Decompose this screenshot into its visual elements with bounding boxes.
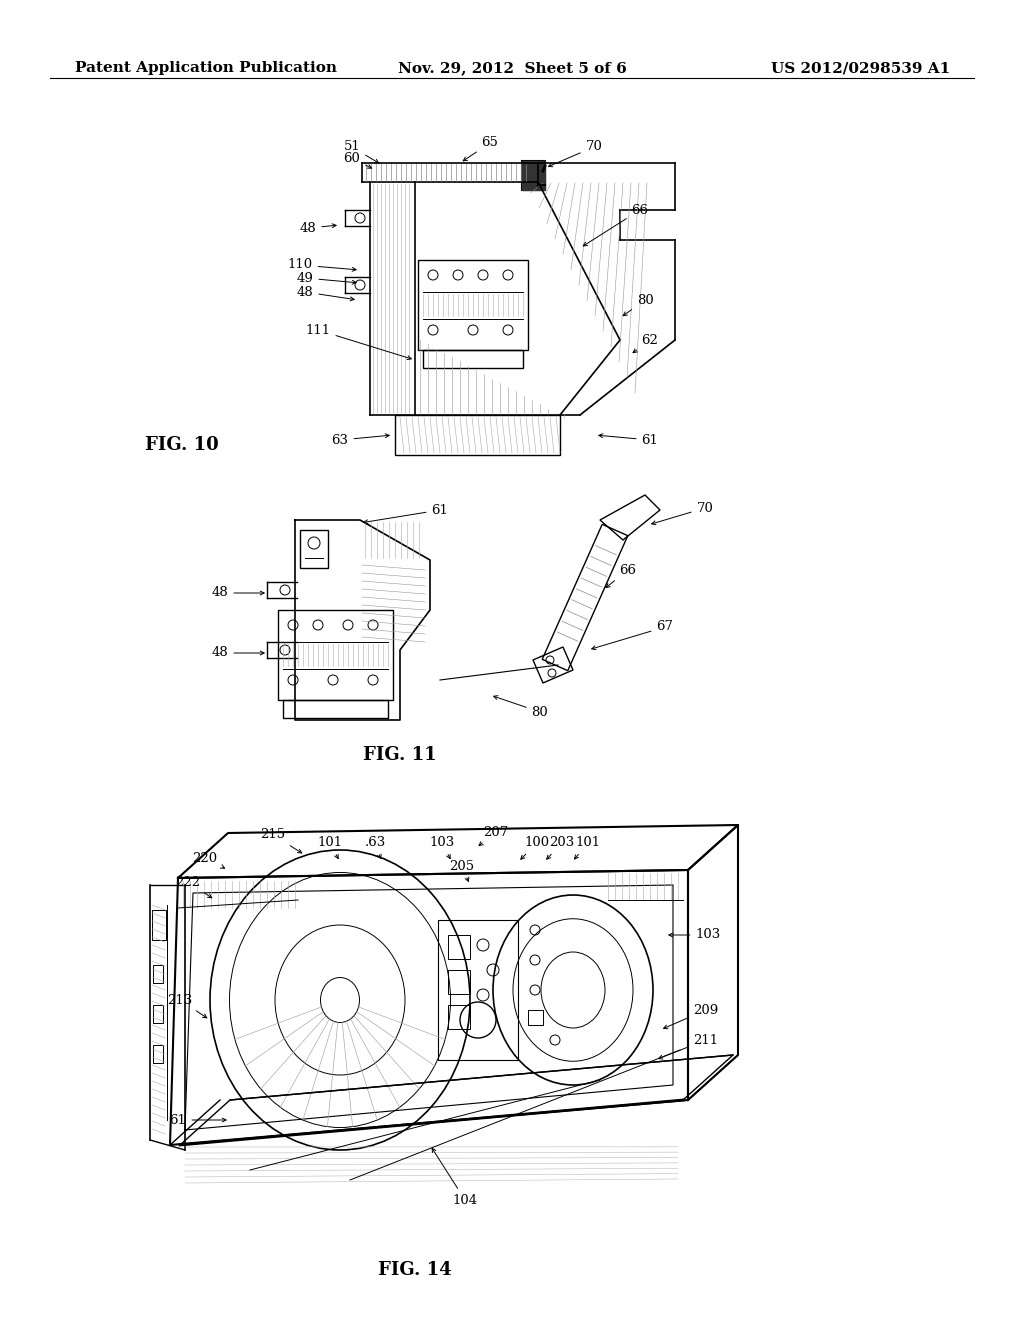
Text: 103: 103 <box>669 928 721 941</box>
Text: 104: 104 <box>432 1148 477 1206</box>
Text: 207: 207 <box>479 825 509 846</box>
Text: 65: 65 <box>463 136 499 161</box>
Text: 80: 80 <box>494 696 549 718</box>
Text: 209: 209 <box>664 1003 719 1028</box>
Bar <box>449 970 470 994</box>
Text: Nov. 29, 2012  Sheet 5 of 6: Nov. 29, 2012 Sheet 5 of 6 <box>397 61 627 75</box>
Text: 70: 70 <box>549 140 602 166</box>
Text: 70: 70 <box>651 502 714 524</box>
Text: 63: 63 <box>332 433 389 446</box>
Text: FIG. 11: FIG. 11 <box>364 746 437 764</box>
Text: 211: 211 <box>658 1034 719 1059</box>
Text: 101: 101 <box>574 837 600 859</box>
Text: 51: 51 <box>344 140 379 162</box>
Bar <box>278 610 393 700</box>
Text: 100: 100 <box>521 837 550 859</box>
Text: 220: 220 <box>193 851 224 869</box>
Text: 205: 205 <box>450 859 474 882</box>
Bar <box>300 531 328 568</box>
Text: 203: 203 <box>547 837 574 859</box>
Text: 110: 110 <box>288 259 356 272</box>
Text: 111: 111 <box>305 323 412 359</box>
Text: 61: 61 <box>170 1114 226 1126</box>
Text: 222: 222 <box>175 875 212 898</box>
Bar <box>438 920 518 1060</box>
Text: 66: 66 <box>584 203 648 246</box>
Text: 48: 48 <box>297 285 354 301</box>
Text: 60: 60 <box>344 152 372 168</box>
Bar <box>522 161 545 190</box>
Polygon shape <box>522 161 545 190</box>
Bar <box>152 909 166 940</box>
Bar <box>283 700 388 718</box>
Text: 103: 103 <box>429 837 455 858</box>
Text: 101: 101 <box>317 837 343 858</box>
Text: 215: 215 <box>260 829 302 853</box>
Text: 48: 48 <box>212 647 264 660</box>
Text: Patent Application Publication: Patent Application Publication <box>75 61 337 75</box>
Bar <box>423 350 523 368</box>
Text: 62: 62 <box>633 334 658 352</box>
Bar <box>153 1005 163 1023</box>
Text: 213: 213 <box>167 994 207 1018</box>
Bar <box>395 414 560 455</box>
Text: 48: 48 <box>300 222 336 235</box>
Bar <box>449 935 470 960</box>
Text: FIG. 14: FIG. 14 <box>378 1261 452 1279</box>
Text: 67: 67 <box>592 620 674 649</box>
Text: US 2012/0298539 A1: US 2012/0298539 A1 <box>771 61 950 75</box>
Bar <box>528 1010 543 1026</box>
Bar <box>449 1005 470 1030</box>
Text: .63: .63 <box>365 837 386 858</box>
Text: 66: 66 <box>606 564 637 587</box>
Text: 80: 80 <box>624 293 653 315</box>
Text: FIG. 10: FIG. 10 <box>145 436 219 454</box>
Bar <box>153 1045 163 1063</box>
Bar <box>153 965 163 983</box>
Bar <box>418 260 528 350</box>
Text: 49: 49 <box>297 272 356 285</box>
Text: 61: 61 <box>599 433 658 446</box>
Text: 48: 48 <box>212 586 264 599</box>
Text: 61: 61 <box>364 503 449 524</box>
